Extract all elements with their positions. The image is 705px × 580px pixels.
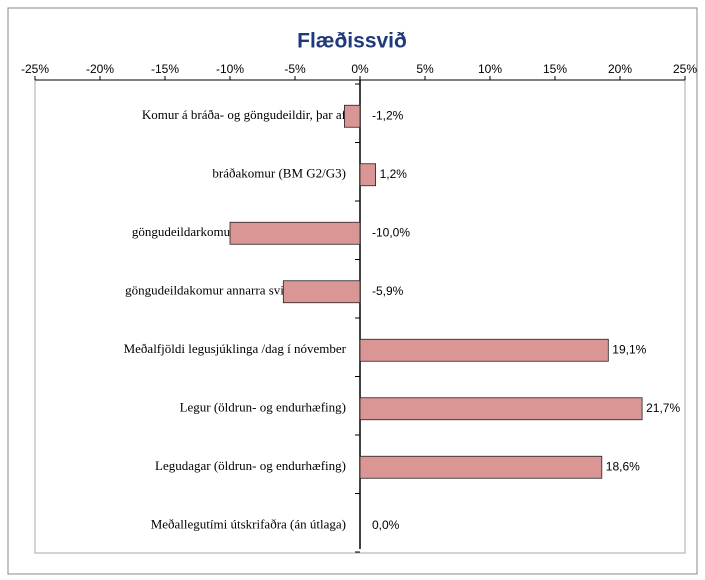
x-tick-label: 5% <box>416 62 434 76</box>
value-label: -5,9% <box>372 284 404 298</box>
x-tick-label: -20% <box>86 62 114 76</box>
category-label: Komur á bráða- og göngudeildir, þar af <box>142 107 347 122</box>
x-tick-label: -25% <box>21 62 49 76</box>
value-label: -1,2% <box>372 108 404 122</box>
x-tick-label: 20% <box>608 62 632 76</box>
bar <box>282 280 361 304</box>
category-label: Legur (öldrun- og endurhæfing) <box>180 400 346 415</box>
bar <box>359 163 377 187</box>
bar <box>343 104 361 128</box>
value-label: 19,1% <box>612 342 646 356</box>
x-tick-label: 10% <box>478 62 502 76</box>
x-tick-label: 0% <box>351 62 369 76</box>
bar <box>359 455 603 479</box>
bar <box>229 221 361 245</box>
x-tick-label: 25% <box>673 62 697 76</box>
category-label: bráðakomur (BM G2/G3) <box>212 166 346 181</box>
category-label: Meðallegutími útskrifaðra (án útlaga) <box>151 517 346 532</box>
value-label: 1,2% <box>380 167 408 181</box>
x-tick-label: -5% <box>284 62 306 76</box>
bar <box>359 397 643 421</box>
bar <box>359 338 609 362</box>
value-label: 0,0% <box>372 518 400 532</box>
value-label: 21,7% <box>646 401 680 415</box>
category-label: Meðalfjöldi legusjúklinga /dag í nóvembe… <box>124 341 347 356</box>
value-label: 18,6% <box>606 459 640 473</box>
x-tick-label: 15% <box>543 62 567 76</box>
category-label: Legudagar (öldrun- og endurhæfing) <box>155 458 346 473</box>
x-tick-label: -10% <box>216 62 244 76</box>
x-tick-label: -15% <box>151 62 179 76</box>
value-label: -10,0% <box>372 225 410 239</box>
chart-title: Flæðissvið <box>297 30 407 53</box>
